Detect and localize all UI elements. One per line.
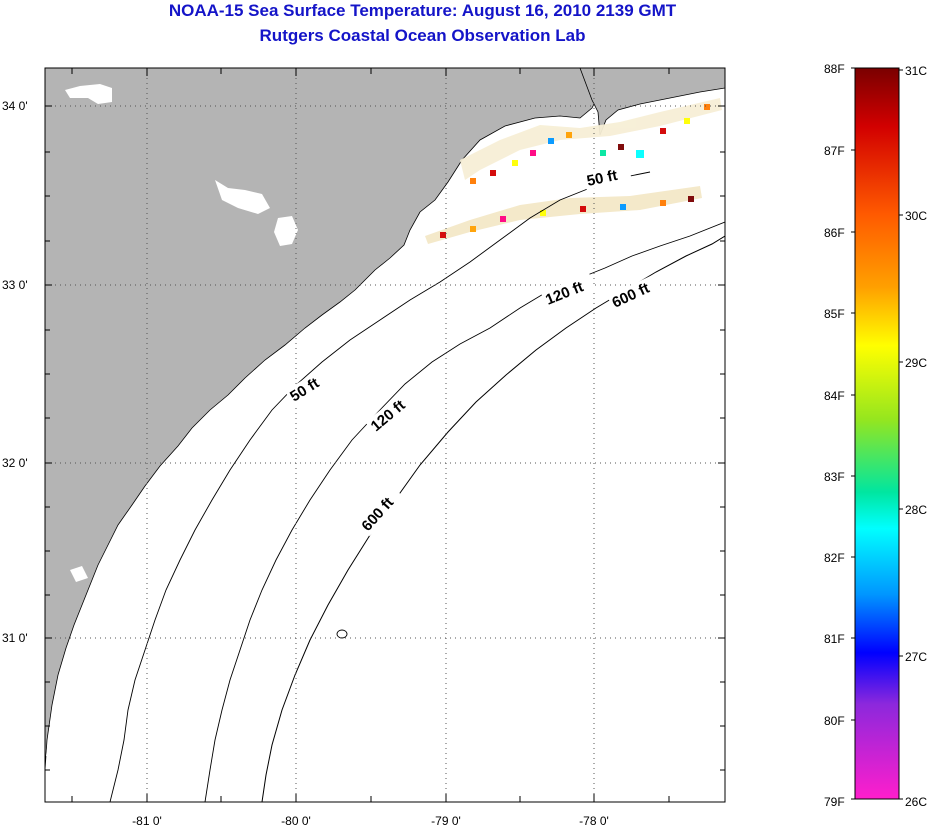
land-cape-fear (579, 68, 725, 136)
inland-water (46, 740, 70, 760)
lon-label-81: -81 0' (132, 814, 162, 828)
colorbar-f-label: 84F (824, 389, 845, 403)
map-subtitle: Rutgers Coastal Ocean Observation Lab (259, 26, 586, 45)
inland-water (274, 216, 298, 246)
colorbar-f-label: 82F (824, 551, 845, 565)
map-ticks (45, 68, 725, 802)
colorbar-gradient (854, 67, 900, 800)
colorbar-c-label: 29C (905, 356, 927, 370)
colorbar-f-label: 83F (824, 470, 845, 484)
contour-label-50ft-north: 50 ft (583, 163, 632, 191)
colorbar-f-label: 88F (824, 62, 845, 76)
colorbar-c-label: 28C (905, 503, 927, 517)
map-frame (44, 67, 726, 803)
inland-water (215, 180, 270, 214)
colorbar-f-label: 87F (824, 144, 845, 158)
isobath-50ft (109, 171, 651, 802)
lat-label-33: 33 0' (2, 278, 28, 292)
colorbar-c-label: 30C (905, 209, 927, 223)
colorbar-f-label: 86F (824, 226, 845, 240)
colorbar-f-label: 80F (824, 714, 845, 728)
colorbar-f-label: 81F (824, 632, 845, 646)
svg-text:50 ft: 50 ft (585, 167, 619, 190)
inland-water (65, 84, 112, 104)
lon-label-79: -79 0' (431, 814, 461, 828)
inland-water (70, 566, 88, 582)
colorbar-f-ticks (851, 67, 903, 800)
colorbar-f-label: 79F (824, 795, 845, 809)
map-title: NOAA-15 Sea Surface Temperature: August … (168, 1, 677, 20)
map-gridlines (45, 68, 725, 802)
seamount-contour (336, 629, 348, 639)
lat-label-31: 31 0' (2, 631, 28, 645)
colorbar-c-label: 31C (905, 64, 927, 78)
colorbar-c-label: 26C (905, 795, 927, 809)
lon-label-78: -78 0' (579, 814, 609, 828)
lat-label-34: 34 0' (2, 99, 28, 113)
isobath-120ft (204, 221, 725, 802)
lon-label-80: -80 0' (281, 814, 311, 828)
colorbar-c-label: 27C (905, 650, 927, 664)
lat-label-32: 32 0' (2, 456, 28, 470)
land-area (45, 68, 599, 802)
colorbar-f-label: 85F (824, 307, 845, 321)
sst-data-band (425, 98, 722, 244)
